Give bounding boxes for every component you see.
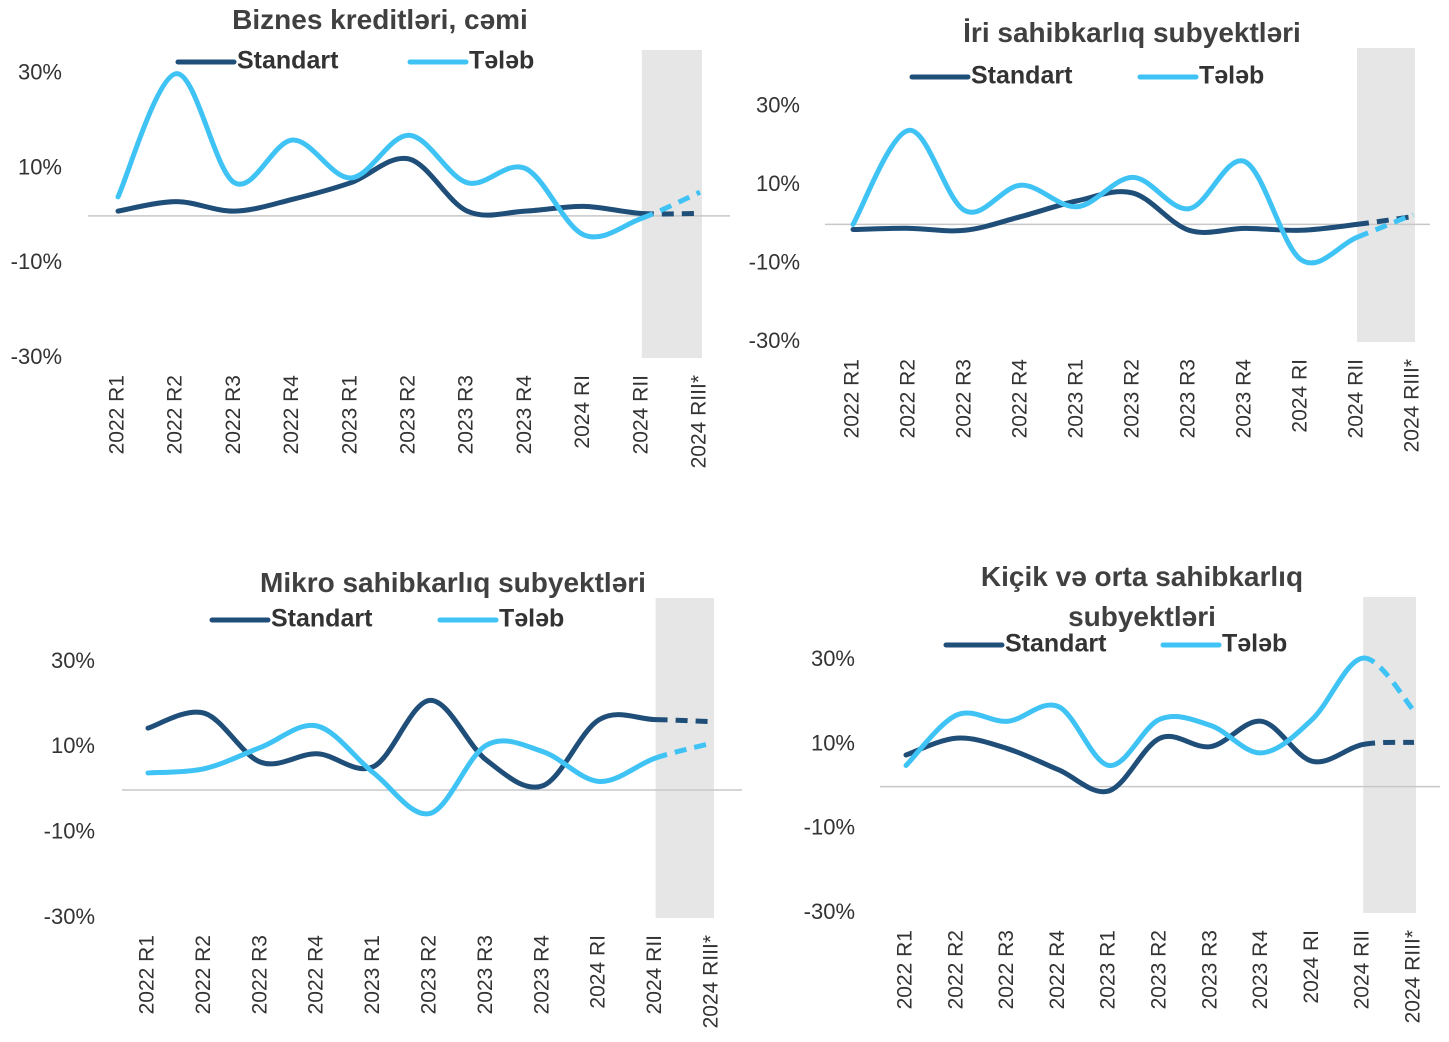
y-tick-label: 30% — [811, 646, 855, 671]
y-tick-label: 30% — [18, 60, 62, 85]
x-tick-label: 2022 R1 — [894, 930, 917, 1009]
x-tick-label: 2023 R3 — [474, 935, 497, 1014]
x-tick-label: 2022 R4 — [305, 935, 328, 1015]
legend-label: Tələb — [1199, 62, 1264, 90]
x-tick-label: 2022 R1 — [841, 359, 864, 438]
chart-title: Biznes kreditləri, cəmi — [232, 4, 528, 35]
x-tick-label: 2022 R3 — [248, 935, 271, 1014]
x-tick-label: 2023 R3 — [1177, 359, 1200, 438]
legend-label: Tələb — [499, 605, 564, 633]
x-tick-label: 2023 R4 — [1233, 359, 1256, 439]
series-line — [903, 718, 1366, 795]
series-line — [115, 155, 645, 218]
legend-label: Standart — [271, 605, 373, 633]
legend-label: Tələb — [469, 47, 534, 75]
series-line — [903, 655, 1366, 769]
series-forecast-line — [1362, 739, 1415, 747]
x-tick-label: 2024 RIII* — [700, 935, 723, 1028]
y-tick-label: -10% — [11, 249, 62, 274]
series-line — [115, 71, 645, 240]
y-tick-label: -30% — [11, 344, 62, 369]
forecast-band — [1357, 48, 1415, 342]
chart-title: İri sahibkarlıq subyektləri — [963, 17, 1301, 48]
forecast-band — [1363, 597, 1416, 913]
series-forecast-line — [655, 717, 713, 725]
x-tick-label: 2024 RII — [1351, 930, 1374, 1009]
x-tick-label: 2024 RI — [1289, 359, 1312, 433]
x-tick-label: 2024 RIII* — [1401, 359, 1424, 452]
legend-label: Standart — [237, 47, 339, 75]
x-tick-label: 2023 R4 — [1249, 930, 1272, 1010]
x-tick-label: 2023 R1 — [1065, 359, 1088, 438]
y-tick-label: -10% — [44, 818, 95, 843]
forecast-band — [641, 50, 702, 358]
x-tick-label: 2023 R2 — [418, 935, 441, 1014]
y-tick-label: 10% — [18, 154, 62, 179]
y-tick-label: 30% — [756, 93, 800, 118]
x-tick-label: 2023 R3 — [1198, 930, 1221, 1009]
x-tick-label: 2023 R1 — [1097, 930, 1120, 1009]
x-tick-label: 2022 R3 — [222, 375, 245, 454]
series-forecast-line — [654, 740, 713, 761]
x-tick-label: 2024 RII — [1345, 359, 1368, 438]
x-tick-label: 2023 R4 — [530, 935, 553, 1015]
legend-label: Standart — [971, 62, 1073, 90]
x-tick-label: 2023 R1 — [361, 935, 384, 1014]
y-tick-label: -10% — [749, 249, 800, 274]
x-tick-label: 2024 RI — [1300, 930, 1323, 1004]
chart-title: Mikro sahibkarlıq subyektləri — [260, 567, 646, 598]
x-tick-label: 2023 R2 — [1148, 930, 1171, 1009]
x-tick-label: 2022 R2 — [897, 359, 920, 438]
x-tick-label: 2022 R4 — [280, 375, 303, 455]
x-tick-label: 2022 R1 — [106, 375, 129, 454]
x-tick-label: 2024 RII — [629, 375, 652, 454]
chart-title: Kiçik və orta sahibkarlıq subyektləri — [980, 561, 1304, 632]
y-tick-label: -10% — [804, 815, 855, 840]
x-tick-label: 2022 R1 — [136, 935, 159, 1014]
x-tick-label: 2022 R3 — [995, 930, 1018, 1009]
series-line — [850, 189, 1360, 235]
y-tick-label: 10% — [756, 171, 800, 196]
x-tick-label: 2022 R3 — [953, 359, 976, 438]
series-forecast-line — [1356, 212, 1414, 240]
x-tick-label: 2022 R4 — [1046, 930, 1069, 1010]
series-line — [145, 697, 659, 790]
x-tick-label: 2023 R2 — [1121, 359, 1144, 438]
x-tick-label: 2024 RI — [571, 375, 594, 449]
legend-label: Tələb — [1222, 630, 1287, 658]
x-tick-label: 2023 R1 — [338, 375, 361, 454]
x-tick-label: 2024 RIII* — [1402, 930, 1425, 1023]
series-forecast-line — [640, 189, 702, 221]
y-tick-label: -30% — [44, 904, 95, 929]
x-tick-label: 2023 R3 — [455, 375, 478, 454]
x-tick-label: 2022 R2 — [944, 930, 967, 1009]
y-tick-label: 30% — [51, 648, 95, 673]
x-tick-label: 2022 R2 — [192, 935, 215, 1014]
y-tick-label: -30% — [804, 899, 855, 924]
x-tick-label: 2023 R4 — [513, 375, 536, 455]
x-tick-label: 2024 RI — [587, 935, 610, 1009]
forecast-band — [655, 598, 714, 918]
y-tick-label: 10% — [51, 733, 95, 758]
legend-label: Standart — [1005, 630, 1107, 658]
series-line — [145, 722, 659, 817]
x-tick-label: 2022 R4 — [1009, 359, 1032, 439]
x-tick-label: 2023 R2 — [397, 375, 420, 454]
x-tick-label: 2024 RIII* — [688, 375, 711, 468]
series-forecast-line — [1356, 214, 1414, 227]
x-tick-label: 2024 RII — [643, 935, 666, 1014]
series-forecast-line — [1362, 655, 1416, 713]
x-tick-label: 2022 R2 — [164, 375, 187, 454]
series-line — [850, 127, 1360, 266]
y-tick-label: -30% — [749, 328, 800, 353]
y-tick-label: 10% — [811, 730, 855, 755]
